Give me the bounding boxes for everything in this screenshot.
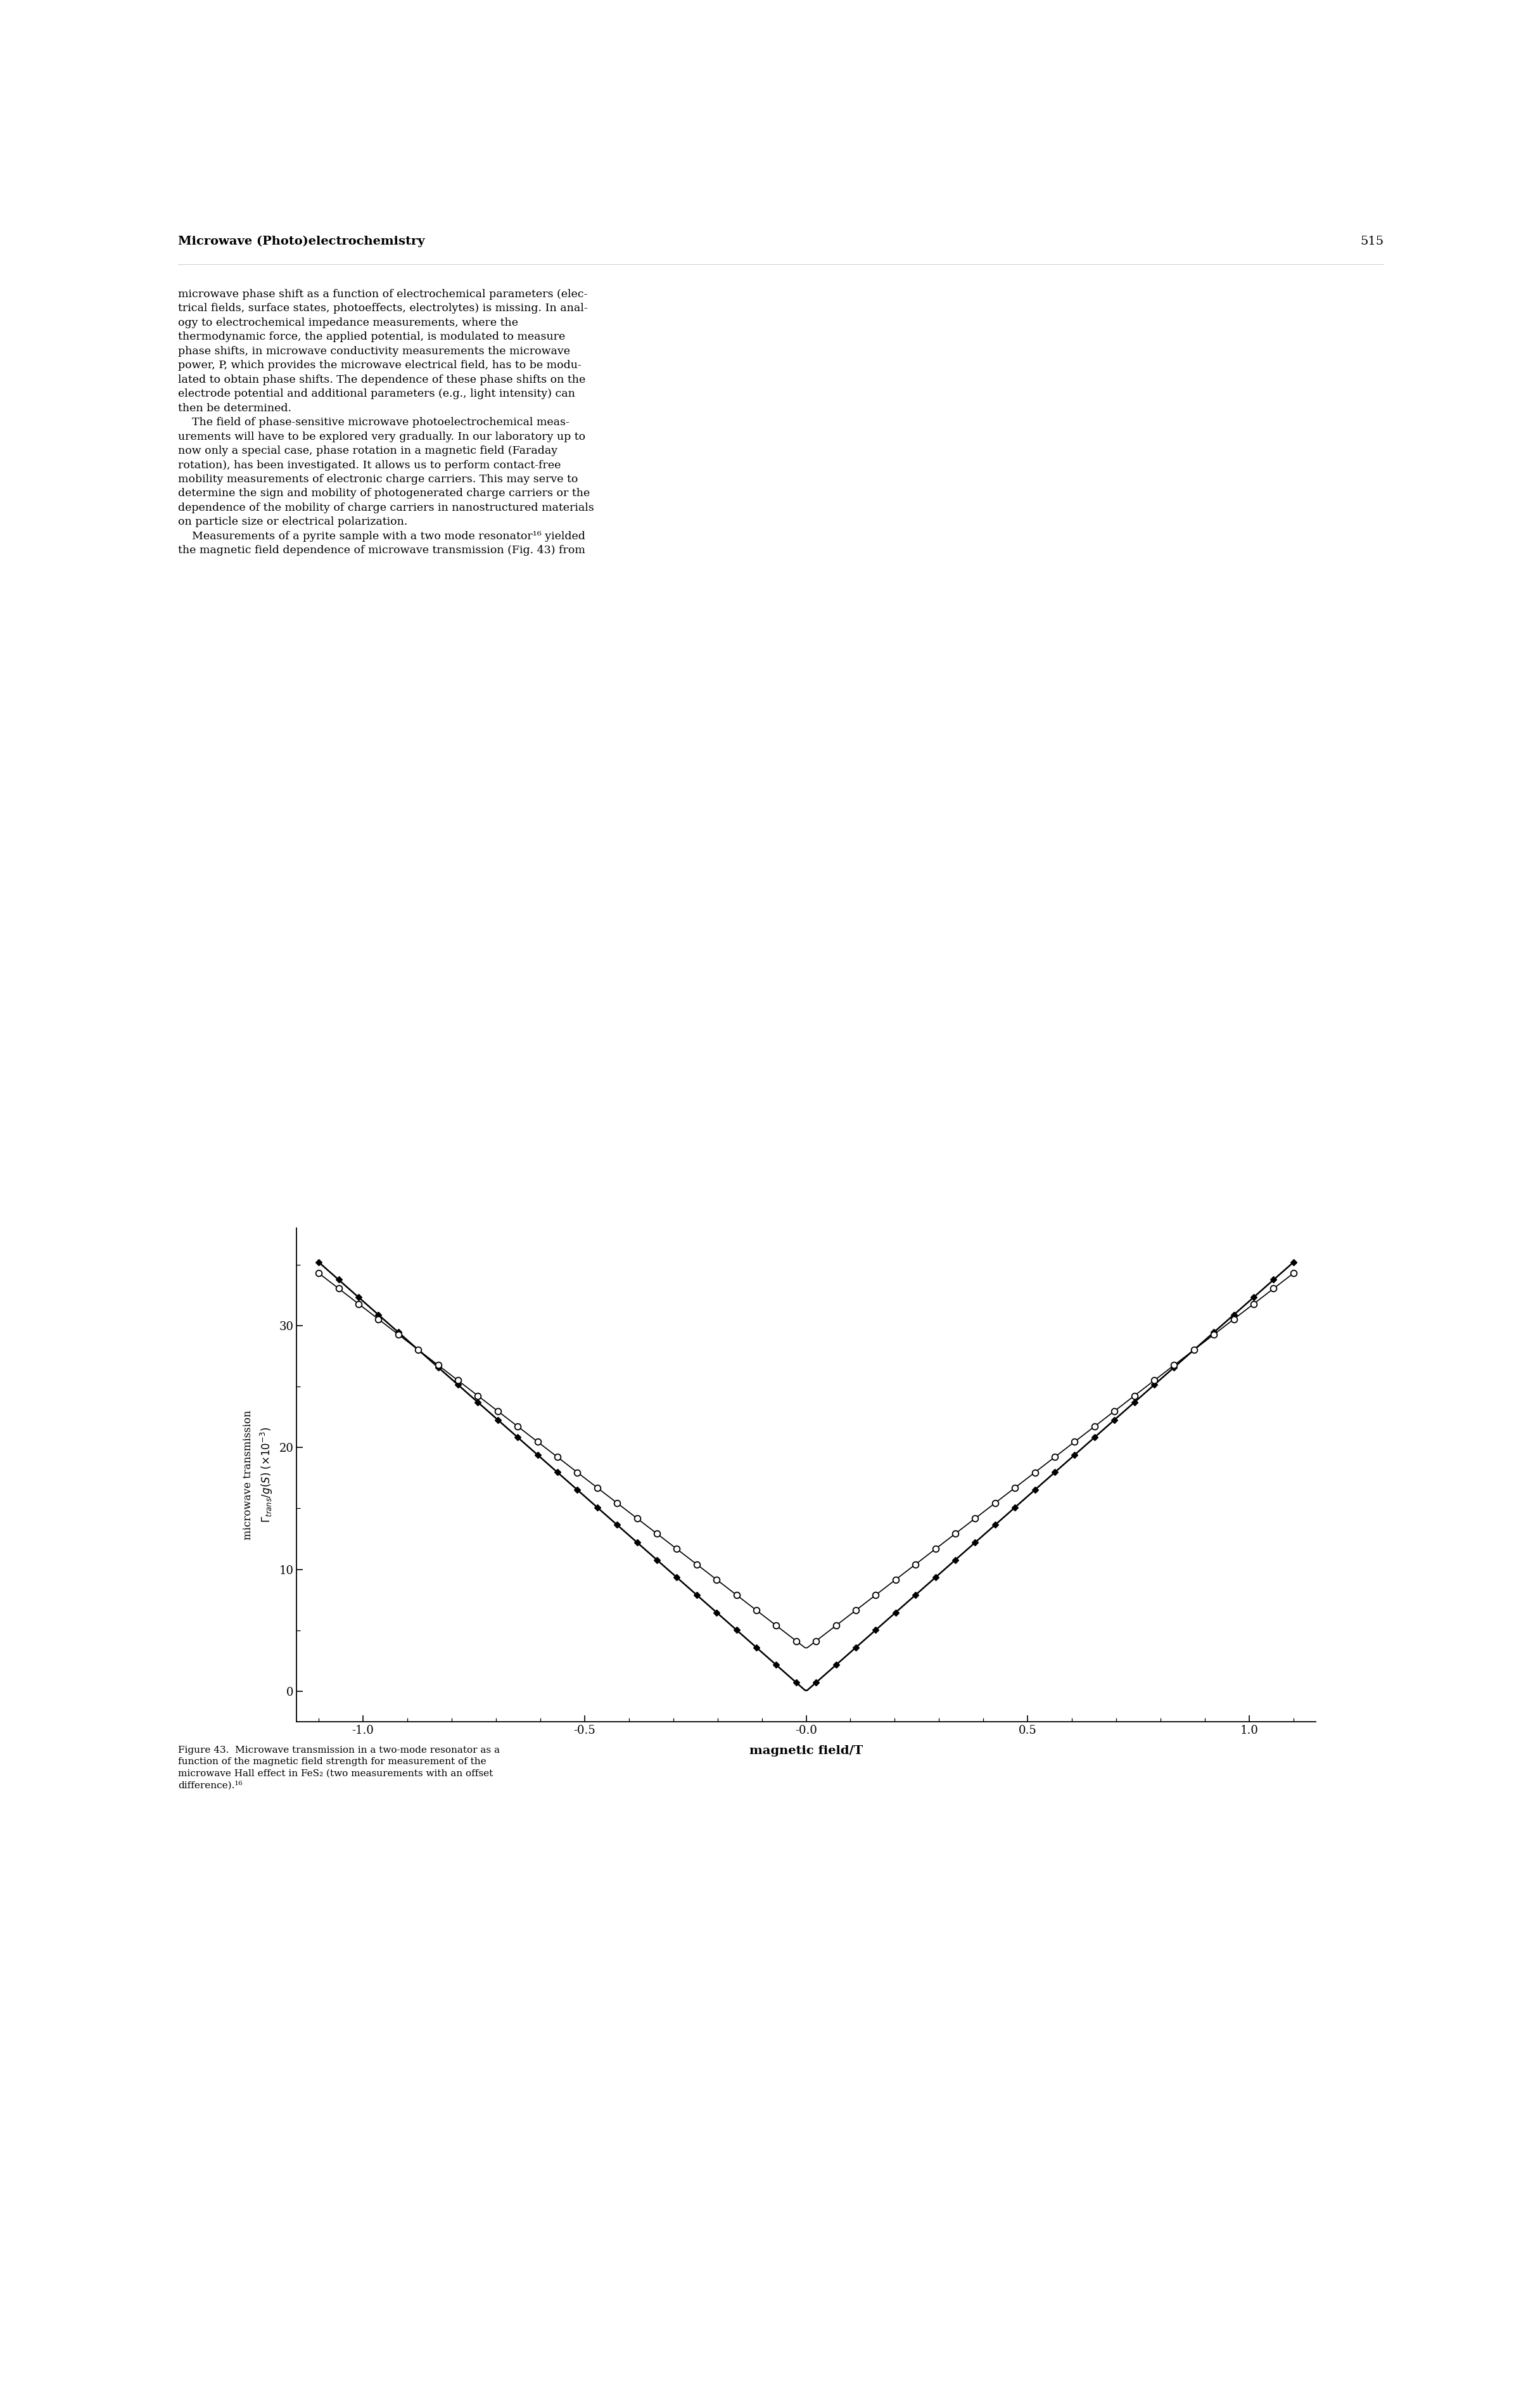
Text: microwave phase shift as a function of electrochemical parameters (elec-
trical : microwave phase shift as a function of e… bbox=[178, 289, 595, 556]
X-axis label: magnetic field/T: magnetic field/T bbox=[750, 1746, 862, 1755]
Text: Figure 43.  Microwave transmission in a two-mode resonator as a
function of the : Figure 43. Microwave transmission in a t… bbox=[178, 1746, 500, 1789]
Text: 515: 515 bbox=[1361, 236, 1384, 248]
Y-axis label: microwave transmission
$\Gamma_{trans}/g(S)$ $(\times10^{-3})$: microwave transmission $\Gamma_{trans}/g… bbox=[243, 1411, 275, 1539]
Text: Microwave (Photo)electrochemistry: Microwave (Photo)electrochemistry bbox=[178, 236, 424, 248]
